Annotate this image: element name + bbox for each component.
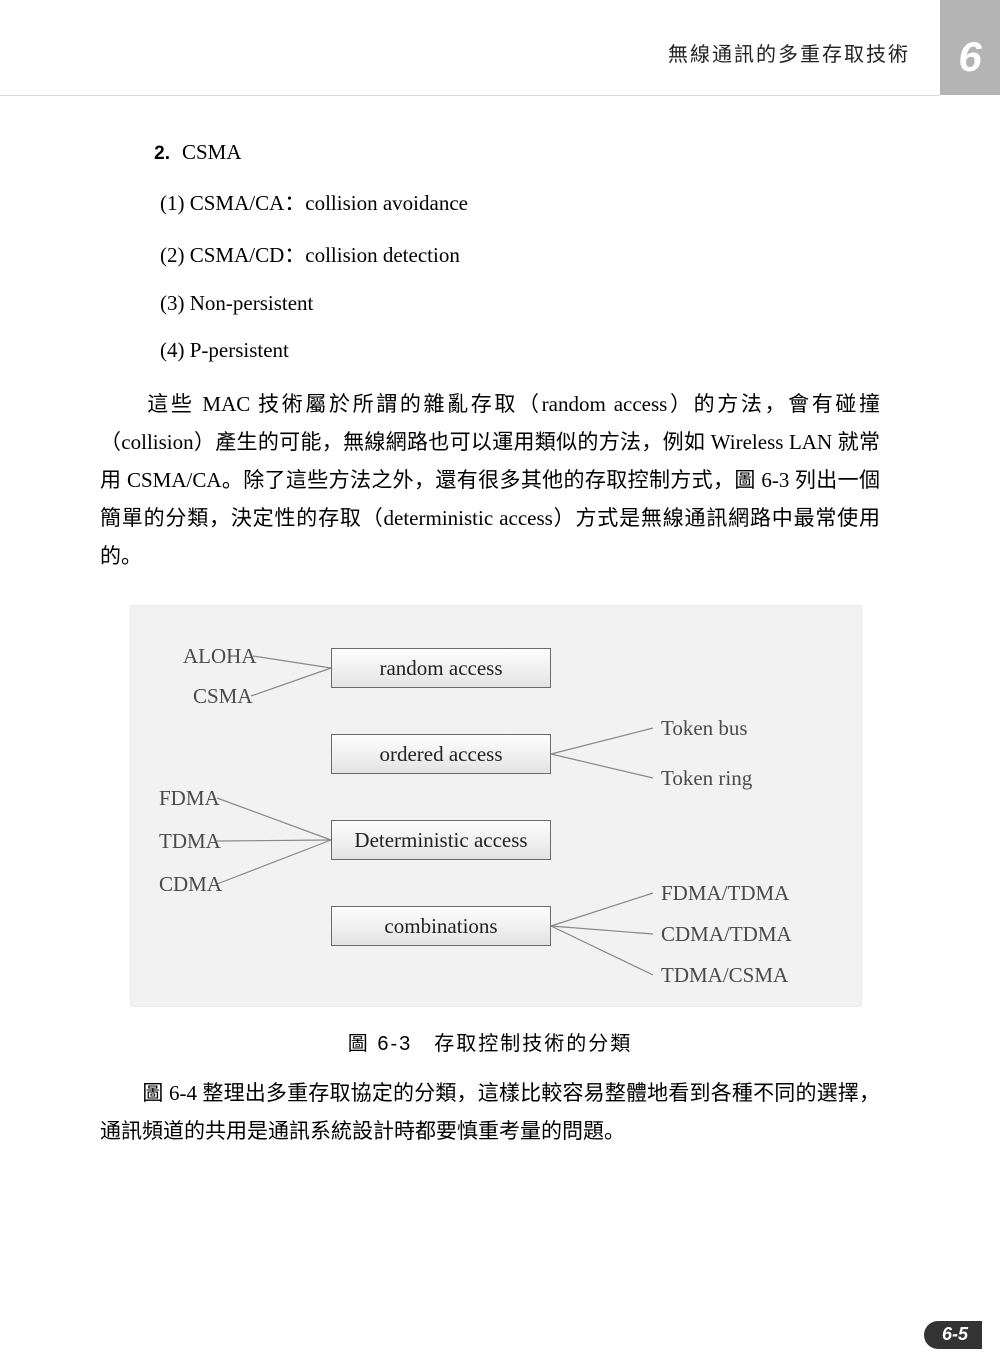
figure-label-fdma: FDMA bbox=[159, 786, 220, 811]
figure-box-random: random access bbox=[331, 648, 551, 688]
figure-box-det: Deterministic access bbox=[331, 820, 551, 860]
figure-label-tbus: Token bus bbox=[661, 716, 748, 741]
sub-item: (3) Non-persistent bbox=[160, 291, 880, 316]
chapter-tab: 6 bbox=[940, 0, 1000, 95]
figure-label-aloha: ALOHA bbox=[183, 644, 257, 669]
figure-box-comb: combinations bbox=[331, 906, 551, 946]
figure-label-tring: Token ring bbox=[661, 766, 752, 791]
figure-label-tc: TDMA/CSMA bbox=[661, 963, 788, 988]
sub-item: (1) CSMA/CA：collision avoidance bbox=[160, 187, 880, 217]
content-area: 2. CSMA (1) CSMA/CA：collision avoidance … bbox=[100, 140, 880, 1150]
paragraph: 這些 MAC 技術屬於所謂的雜亂存取（random access）的方法，會有碰… bbox=[100, 385, 880, 575]
page-number: 6-5 bbox=[924, 1321, 982, 1349]
paragraph: 圖 6-4 整理出多重存取協定的分類，這樣比較容易整體地看到各種不同的選擇，通訊… bbox=[100, 1074, 880, 1150]
sub-item: (4) P-persistent bbox=[160, 338, 880, 363]
figure-label-csma: CSMA bbox=[193, 684, 253, 709]
numbered-list-item: 2. CSMA bbox=[140, 140, 880, 165]
list-number: 2. bbox=[140, 143, 170, 165]
section-title: 無線通訊的多重存取技術 bbox=[668, 38, 910, 67]
figure-label-ft: FDMA/TDMA bbox=[661, 881, 789, 906]
page: 無線通訊的多重存取技術 6 2. CSMA (1) CSMA/CA：collis… bbox=[0, 0, 1000, 1367]
figure-label-cdma: CDMA bbox=[159, 872, 222, 897]
list-title: CSMA bbox=[182, 140, 242, 164]
figure-label-ct: CDMA/TDMA bbox=[661, 922, 792, 947]
sub-list: (1) CSMA/CA：collision avoidance (2) CSMA… bbox=[160, 187, 880, 363]
figure-caption: 圖 6-3 存取控制技術的分類 bbox=[100, 1027, 880, 1056]
figure-box-ordered: ordered access bbox=[331, 734, 551, 774]
sub-item: (2) CSMA/CD：collision detection bbox=[160, 239, 880, 269]
figure-6-3: random access ordered access Deterministic… bbox=[130, 605, 862, 1007]
figure-label-tdma: TDMA bbox=[159, 829, 221, 854]
header-rule bbox=[0, 95, 940, 96]
